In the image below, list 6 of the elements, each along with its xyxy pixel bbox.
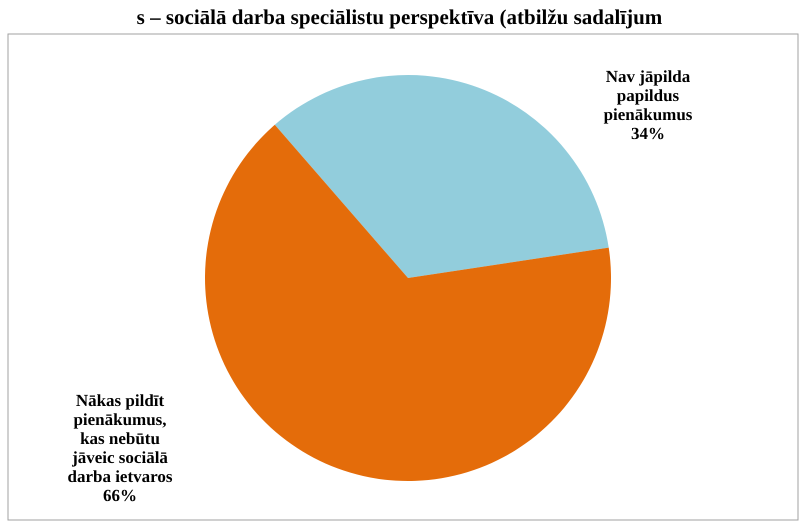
slice-label: Nākas pildīt pienākumus, kas nebūtu jāveic sociālā darba ietvaros xyxy=(68,390,173,486)
chart-title: s – sociālā darba speciālistu perspektīva (atbilžu sadalījum xyxy=(136,5,663,29)
data-label: 66% xyxy=(103,486,137,505)
slice-label: Nav jāpilda papildus pienākumus xyxy=(604,66,693,124)
pie-slice xyxy=(205,124,611,481)
data-label: 34% xyxy=(631,124,665,143)
